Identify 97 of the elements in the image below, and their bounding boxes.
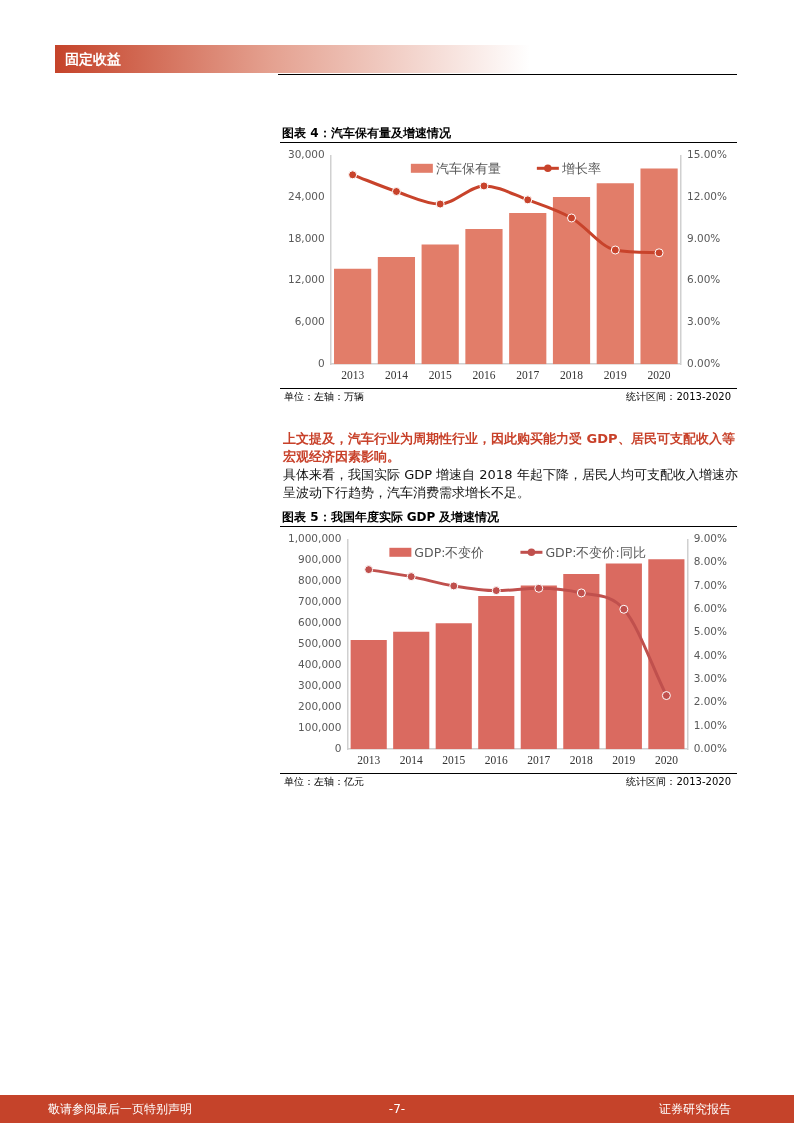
y2-tick-label: 6.00% [686, 273, 721, 286]
y-tick-label: 0 [334, 741, 342, 754]
y2-tick-label: 8.00% [693, 555, 728, 568]
y2-tick-label: 6.00% [693, 602, 728, 614]
text: 统计区间：2013-2020 [626, 390, 731, 404]
x-tick-label: 2018 [569, 754, 594, 767]
y2-tick-label: 7.00% [693, 578, 728, 591]
y-tick-label: 200,000 [298, 699, 342, 712]
text: 单位：左轴：万辆 [284, 390, 364, 404]
legend-label: GDP:不变价:同比 [545, 544, 646, 560]
y-tick-label: 100,000 [298, 720, 342, 733]
y2-tick-label: 1.00% [693, 718, 728, 731]
bar [648, 559, 685, 750]
text: 固定收益 [65, 50, 121, 68]
x-tick-label: 2019 [603, 369, 628, 382]
x-tick-label: 2016 [484, 754, 509, 767]
y2-tick-label: 3.00% [693, 671, 728, 684]
y2-tick-label: 0.00% [686, 356, 721, 369]
bar [435, 623, 472, 750]
x-tick-label: 2017 [527, 754, 551, 767]
y2-tick-label: 0.00% [693, 741, 728, 754]
bar [640, 168, 678, 365]
point [661, 691, 671, 701]
text: 单位：左轴：亿元 [284, 775, 364, 789]
y-tick-label: 400,000 [298, 657, 342, 670]
bar [421, 244, 459, 365]
point [523, 195, 533, 205]
bar [563, 573, 600, 750]
text: 具体来看，我国实际 GDP 增速自 2018 年起下降，居民人均可支配收入增速亦呈波动下行趋势，汽车消费需求增长不足。 [283, 466, 738, 502]
x-tick-label: 2014 [384, 369, 409, 382]
y2-tick-label: 9.00% [693, 532, 728, 545]
chart-title: 图表 5：我国年度实际 GDP 及增速情况 [280, 509, 737, 527]
y-tick-label: 18,000 [287, 231, 325, 244]
x-tick-label: 2016 [472, 369, 496, 382]
y-tick-label: 30,000 [287, 148, 325, 161]
y-tick-label: 0 [318, 356, 325, 369]
point [610, 245, 620, 255]
x-tick-label: 2018 [560, 369, 584, 382]
point [654, 248, 664, 258]
bar [334, 268, 372, 365]
y2-tick-label: 15.00% [686, 148, 728, 161]
x-tick-label: 2014 [399, 754, 423, 767]
bar [377, 256, 416, 365]
point [391, 187, 401, 197]
point [449, 581, 459, 591]
bar [350, 640, 387, 750]
point [619, 604, 629, 614]
bar [552, 197, 591, 365]
y-tick-label: 24,000 [287, 189, 325, 202]
bar [596, 183, 634, 365]
bar [393, 631, 430, 750]
y2-tick-label: 9.00% [686, 231, 721, 244]
x-tick-label: 2013 [341, 369, 365, 382]
y2-tick-label: 3.00% [686, 315, 721, 328]
point [364, 565, 374, 575]
text: -7- [387, 1101, 407, 1117]
x-tick-label: 2015 [428, 369, 452, 382]
y-tick-label: 500,000 [298, 636, 342, 649]
bar [520, 585, 557, 750]
y-tick-label: 1,000,000 [287, 532, 342, 545]
y2-tick-label: 2.00% [693, 695, 728, 708]
text: 证券研究报告 [659, 1101, 731, 1117]
point [567, 213, 577, 223]
text: 敬请参阅最后一页特别声明 [48, 1101, 192, 1117]
x-tick-label: 2015 [442, 754, 466, 767]
point [348, 170, 358, 180]
point [576, 588, 586, 598]
x-tick-label: 2020 [654, 754, 679, 767]
point [479, 181, 489, 191]
point [534, 583, 544, 593]
y-tick-label: 700,000 [298, 595, 342, 607]
chart-title: 图表 4：汽车保有量及增速情况 [280, 125, 737, 143]
point [435, 199, 445, 209]
y-tick-label: 800,000 [298, 574, 342, 587]
y-tick-label: 12,000 [287, 273, 325, 286]
y2-tick-label: 5.00% [693, 625, 728, 638]
x-tick-label: 2017 [516, 369, 540, 382]
y-tick-label: 600,000 [298, 615, 342, 628]
y-tick-label: 900,000 [298, 553, 342, 566]
text: 上文提及，汽车行业为周期性行业，因此购买能力受 GDP、居民可支配收入等宏观经济因素影响。 [283, 430, 736, 466]
point [491, 586, 501, 596]
legend-label: 增长率 [560, 160, 601, 176]
bar [465, 229, 503, 365]
y2-tick-label: 12.00% [686, 189, 728, 202]
bar [478, 595, 515, 750]
x-tick-label: 2020 [647, 369, 671, 382]
x-tick-label: 2019 [612, 754, 636, 767]
legend-label: 汽车保有量 [435, 160, 501, 176]
point [406, 572, 416, 582]
y2-tick-label: 4.00% [693, 648, 728, 661]
x-tick-label: 2013 [357, 754, 381, 767]
y-tick-label: 6,000 [294, 315, 325, 328]
text: 统计区间：2013-2020 [626, 775, 731, 789]
bar [509, 213, 547, 365]
legend-label: GDP:不变价 [414, 544, 485, 560]
y-tick-label: 300,000 [298, 678, 342, 691]
bar [605, 563, 642, 750]
